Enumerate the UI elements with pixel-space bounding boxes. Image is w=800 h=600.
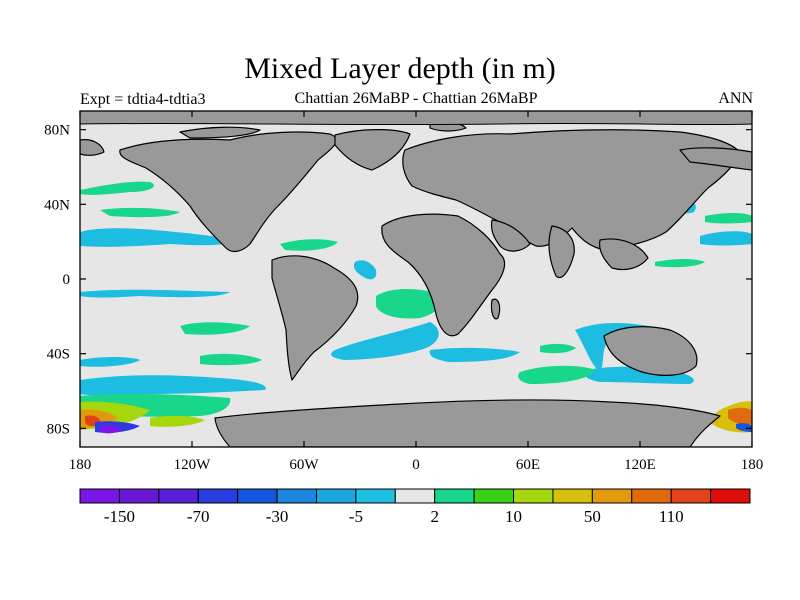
land-west-pacific-edge: [80, 139, 105, 156]
lon-tick-label: 180: [741, 457, 764, 473]
lat-tick-label: 0: [63, 272, 71, 288]
land-arabia: [490, 219, 531, 252]
patch-npac-green: [280, 239, 338, 251]
patch-sind-green: [518, 365, 595, 384]
colorbar-box: [197, 488, 239, 504]
patch-satl-cyan: [331, 322, 439, 360]
colorbar-box: [552, 488, 593, 504]
patch-ind-green: [540, 343, 576, 354]
colorbar-label: -70: [187, 507, 210, 526]
lat-tick-label: 80S: [47, 421, 70, 437]
land-south-america: [271, 255, 359, 381]
land-eurasia: [402, 129, 741, 251]
land-madagascar: [490, 298, 501, 320]
land-australia: [603, 326, 698, 376]
colorbar-box: [158, 488, 199, 504]
anomaly-strong: [80, 401, 752, 434]
map-title: Mixed Layer depth (in m): [244, 52, 556, 85]
patch-nwpac-green: [705, 213, 752, 224]
colorbar-label: 2: [430, 507, 439, 526]
colorbar-box: [434, 488, 475, 504]
patch-npacific-cyan: [80, 228, 240, 247]
colorbar-box: [237, 488, 278, 504]
land-greenland: [334, 129, 411, 171]
colorbar-label: 10: [505, 507, 522, 526]
lat-tick-label: 40S: [47, 347, 70, 363]
colorbar-box: [631, 488, 672, 504]
land: [80, 121, 752, 447]
colorbar-label: 110: [659, 507, 684, 526]
patch-sepac-green: [200, 353, 262, 366]
patch-trop-pac-green: [655, 259, 705, 268]
patch-eqatl-green: [376, 289, 442, 319]
patch-swpac-cyan: [80, 357, 140, 367]
patch-natl-cyan: [353, 260, 377, 280]
lon-tick-label: 120E: [624, 457, 656, 473]
colorbar-label: -30: [266, 507, 289, 526]
lat-tick-label: 80N: [44, 123, 70, 139]
land-india: [548, 225, 575, 279]
land-southeast-asia: [599, 238, 649, 271]
colorbar-box: [513, 488, 554, 504]
map-panel: [80, 111, 752, 447]
land-north-america: [119, 131, 337, 253]
patch-spac-green: [180, 322, 250, 335]
patch-natl-green: [80, 181, 154, 195]
anomaly-green: [80, 181, 752, 417]
lon-tick-label: 0: [412, 457, 420, 473]
period-label: Chattian 26MaBP - Chattian 26MaBP: [294, 90, 538, 107]
colorbar-box: [118, 488, 160, 504]
colorbar-box: [276, 488, 317, 504]
patch-so-cyan: [80, 375, 266, 396]
land-africa: [381, 213, 506, 337]
land-arctic-islands: [179, 126, 261, 139]
patch-nwatl-green: [100, 207, 180, 218]
patch-sindian-cyan: [429, 347, 520, 362]
colorbar-box: [394, 488, 436, 504]
land-east-siberia: [679, 147, 752, 171]
lon-tick-label: 180: [69, 457, 92, 473]
colorbar-box: [355, 488, 396, 504]
patch-nwpac-cyan: [700, 231, 752, 246]
lon-tick-label: 120W: [174, 457, 212, 473]
experiment-label: Expt = tdtia4-tdtia3: [80, 91, 206, 108]
colorbar-box: [710, 488, 751, 504]
lon-tick-label: 60W: [289, 457, 319, 473]
season-label: ANN: [718, 90, 753, 107]
colorbar-label: 50: [584, 507, 601, 526]
colorbar-label: -150: [104, 507, 135, 526]
colorbar-label: -5: [349, 507, 363, 526]
lon-tick-label: 60E: [516, 457, 540, 473]
colorbar: -150 -70 -30 -5 2 10 50 110: [79, 488, 751, 526]
colorbar-box: [79, 488, 120, 504]
patch-eqpac-cyan: [80, 289, 230, 298]
colorbar-box: [315, 488, 357, 504]
colorbar-box: [591, 488, 633, 504]
colorbar-box: [670, 488, 712, 504]
colorbar-box: [473, 488, 515, 504]
lat-tick-label: 40N: [44, 197, 70, 213]
axis-ticks: 80N 40N 0 40S 80S 180 120W 60W 0 60E 120E 180: [44, 111, 763, 473]
